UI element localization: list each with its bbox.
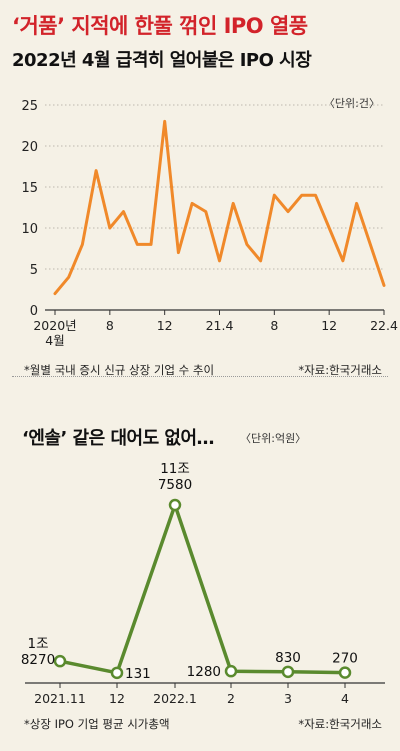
chart2-unit: 〈단위:억원〉 xyxy=(240,432,307,445)
chart2-data-label: 270 xyxy=(332,651,358,667)
chart1-xtick-label: 12 xyxy=(321,318,337,333)
chart1-ytick-label: 25 xyxy=(21,99,38,114)
chart2-point xyxy=(168,498,182,512)
chart2-data-label: 830 xyxy=(275,650,301,666)
chart1-ytick-label: 0 xyxy=(30,304,38,319)
chart2-data-label: 1280 xyxy=(187,664,221,680)
chart2-note: *상장 IPO 기업 평균 시가총액 xyxy=(24,717,170,731)
chart2-source: *자료:한국거래소 xyxy=(298,717,382,731)
page-subtitle: 2022년 4월 급격히 얼어붙은 IPO 시장 xyxy=(12,50,312,71)
chart1-source: *자료:한국거래소 xyxy=(298,363,382,377)
chart2-xtick-label: 2 xyxy=(227,691,235,706)
chart1-xtick-label: 12 xyxy=(157,318,173,333)
chart2-point xyxy=(224,664,238,678)
chart2-title: ‘엔솔’ 같은 대어도 없어… xyxy=(22,428,215,449)
chart1-xtick-label: 8 xyxy=(106,318,114,333)
chart2-xtick-label: 3 xyxy=(284,691,292,706)
chart1-series-line xyxy=(53,119,386,296)
chart2-series-line xyxy=(59,503,346,675)
chart2-avg-market-cap: 2021.11 12 2022.1 2 3 4 1조 8270 131 11조 7580 1280 83… xyxy=(21,461,385,706)
chart2-point xyxy=(110,666,124,680)
chart2-xtick-label: 4 xyxy=(341,691,349,706)
chart2-xtick-label: 2021.11 xyxy=(34,691,86,706)
chart1-ytick-label: 20 xyxy=(21,140,38,155)
chart1-xtick-label: 22.4 xyxy=(370,318,398,333)
chart1-ytick-label: 15 xyxy=(21,181,38,196)
chart2-xtick-label: 2022.1 xyxy=(153,691,197,706)
chart2-data-label: 1조 8270 xyxy=(21,636,55,668)
chart2-point xyxy=(338,666,352,679)
chart1-note: *월별 국내 증시 신규 상장 기업 수 추이 xyxy=(24,363,215,377)
chart1-xtick-label: 8 xyxy=(270,318,278,333)
chart1-monthly-listings: 0 5 10 15 20 25 2020년 4월 8 12 21.4 8 12 22.4 xyxy=(21,99,398,348)
chart1-unit: 〈단위:건〉 xyxy=(323,97,380,110)
chart2-data-label: 131 xyxy=(125,666,151,682)
chart2-xtick-label: 12 xyxy=(109,691,125,706)
section-divider xyxy=(12,376,388,377)
page-title: ‘거품’ 지적에 한풀 꺾인 IPO 열풍 xyxy=(12,14,308,38)
chart2-data-label: 11조 7580 xyxy=(158,461,192,493)
chart2-point xyxy=(53,654,67,668)
chart1-ytick-label: 5 xyxy=(30,263,38,278)
chart2-point xyxy=(281,665,295,679)
chart1-xtick-label: 2020년 4월 xyxy=(33,318,76,348)
chart1-ytick-label: 10 xyxy=(21,222,38,237)
chart1-xtick-label: 21.4 xyxy=(206,318,234,333)
